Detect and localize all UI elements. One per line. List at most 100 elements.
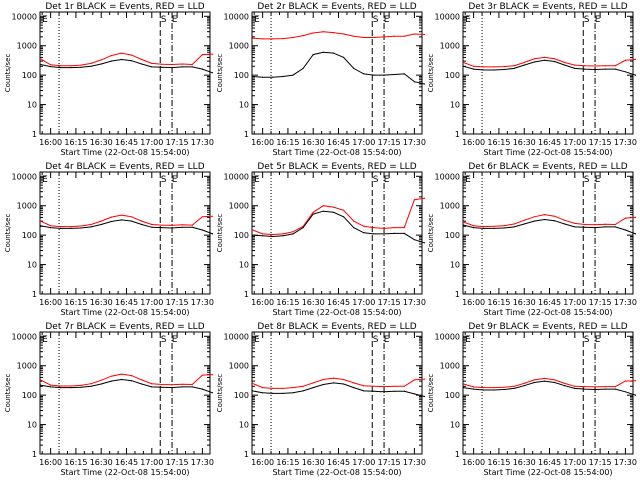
panel-title: Det 9r BLACK = Events, RED = LLD [468,322,627,332]
data-point-events [262,76,264,78]
x-tick-label: 17:00 [140,298,163,307]
data-point-events [39,225,42,227]
data-point-lld [100,59,102,61]
y-tick-label: 1 [244,130,249,139]
data-point-events [543,380,546,382]
data-point-events [523,385,525,387]
data-point-events [413,239,415,241]
data-point-lld [141,379,143,381]
data-point-events [624,229,627,231]
data-point-lld [60,65,62,67]
data-point-lld [191,63,193,66]
data-point-lld [363,36,365,39]
data-point-lld [634,380,637,382]
data-point-events [272,76,274,78]
data-point-events [403,390,405,392]
series-line-events [252,382,425,397]
data-point-lld [151,223,153,226]
data-point-events [363,390,365,392]
panel-title: Det 2r BLACK = Events, RED = LLD [257,2,416,12]
data-point-events [171,227,173,229]
data-point-events [423,83,426,85]
x-tick-label: 17:15 [166,298,189,307]
panel-4: Det 4r BLACK = Events, RED = LLD 1 10 100 10… [4,162,214,317]
data-point-events [100,223,102,226]
data-point-lld [70,226,72,228]
data-point-lld [100,379,102,381]
corner-marker-label: E [465,335,471,345]
data-point-lld [353,382,355,384]
data-point-lld [251,37,254,39]
y-tick-label: 10000 [224,172,249,181]
y-tick-label: 1000 [440,42,460,51]
x-tick-label: 16:15 [487,458,510,467]
data-point-lld [80,384,82,386]
y-axis-label: Counts/sec [4,374,12,413]
series-line-events [463,59,636,76]
x-tick-label: 16:15 [64,458,87,467]
data-point-lld [171,224,173,226]
data-point-lld [151,383,153,385]
data-point-events [282,392,284,394]
data-point-lld [624,59,627,61]
data-point-events [322,383,324,386]
data-point-events [483,389,485,391]
data-point-events [151,386,153,388]
y-tick-label: 10 [239,101,249,110]
data-point-events [624,71,627,73]
y-tick-label: 10 [239,261,249,270]
data-point-events [493,227,495,229]
x-axis-label: Start Time (22-Oct-08 15:54:00) [272,148,401,157]
series-line-lld [40,52,213,67]
data-point-lld [292,36,294,39]
data-point-lld [533,216,535,218]
data-point-lld [161,63,163,65]
data-point-lld [312,382,314,384]
data-point-lld [322,205,324,207]
y-tick-label: 10 [450,101,460,110]
y-tick-label: 10 [239,421,249,430]
data-point-lld [282,38,284,40]
x-tick-label: 16:30 [90,458,113,467]
x-tick-label: 17:15 [378,458,401,467]
data-point-lld [120,214,123,216]
data-point-lld [624,217,627,219]
data-point-lld [462,383,465,385]
x-tick-label: 16:30 [513,298,536,307]
data-point-events [373,74,375,76]
data-point-lld [70,65,72,67]
data-point-lld [251,382,254,384]
data-point-lld [302,225,304,227]
data-point-lld [292,231,294,233]
start-marker-label: S [584,175,590,185]
data-point-events [533,220,535,222]
data-point-events [90,385,92,387]
data-point-lld [302,385,304,387]
data-point-lld [393,385,395,387]
data-point-lld [513,65,515,67]
x-tick-label: 16:00 [251,138,274,147]
plot-frame [39,331,211,455]
x-tick-label: 17:15 [378,138,401,147]
data-point-lld [614,386,616,388]
end-marker-label: E [384,335,390,345]
data-point-events [393,232,395,234]
data-point-events [181,386,183,388]
y-tick-label: 1 [455,130,460,139]
data-point-events [543,218,546,221]
data-point-events [332,382,335,384]
data-point-events [251,75,254,78]
x-axis-label: Start Time (22-Oct-08 15:54:00) [60,468,189,477]
panel-8: Det 8r BLACK = Events, RED = LLD 1 10 100 10… [216,322,426,477]
x-axis-label: Start Time (22-Oct-08 15:54:00) [60,148,189,157]
data-point-events [80,227,82,229]
x-tick-label: 16:15 [276,138,299,147]
y-tick-label: 1 [244,450,249,459]
data-point-events [211,72,214,74]
x-axis-label: Start Time (22-Oct-08 15:54:00) [483,308,612,317]
data-point-lld [332,31,335,34]
data-point-events [594,388,596,391]
series-line-lld [463,56,636,68]
data-point-lld [171,63,173,66]
x-tick-label: 17:15 [378,298,401,307]
